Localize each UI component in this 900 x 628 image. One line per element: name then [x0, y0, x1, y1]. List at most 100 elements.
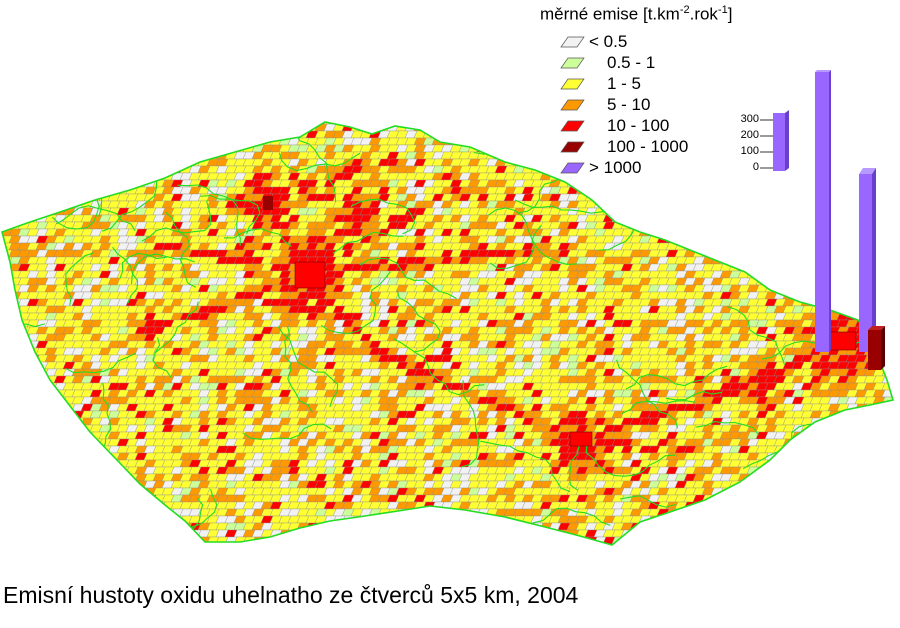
grid-cell	[827, 431, 841, 440]
grid-cell	[845, 256, 859, 265]
grid-cell	[224, 122, 238, 125]
grid-cell	[17, 200, 31, 209]
grid-cell	[656, 207, 670, 216]
grid-cell	[35, 130, 49, 139]
grid-cell	[71, 179, 85, 188]
grid-cell	[764, 256, 778, 265]
grid-cell	[476, 130, 490, 139]
grid-cell	[701, 207, 715, 216]
grid-cell	[701, 123, 715, 132]
grid-cell	[728, 207, 742, 216]
grid-cell	[791, 256, 805, 265]
grid-cell	[800, 214, 814, 223]
grid-cell	[710, 221, 724, 230]
grid-cell	[189, 110, 201, 117]
grid-cell	[26, 123, 40, 132]
grid-cell	[179, 130, 193, 139]
grid-cell	[845, 214, 859, 223]
grid-cell	[107, 165, 121, 174]
grid-cell	[746, 214, 760, 223]
grid-cell	[755, 228, 769, 237]
grid-cell	[26, 122, 40, 125]
grid-cell	[530, 122, 544, 125]
grid-cell	[638, 207, 652, 216]
grid-cell	[414, 110, 426, 117]
grid-cell	[2, 396, 13, 405]
grid-cell	[17, 179, 31, 188]
grid-cell	[90, 110, 102, 117]
grid-cell	[836, 270, 850, 279]
grid-cell	[2, 291, 13, 300]
grid-cell	[17, 130, 31, 139]
grid-cell	[890, 312, 893, 321]
grid-cell	[17, 361, 31, 370]
grid-cell	[836, 305, 850, 314]
grid-cell	[2, 158, 13, 167]
grid-cell	[782, 172, 796, 181]
grid-cell	[494, 130, 508, 139]
grid-cell	[270, 110, 282, 117]
grid-cell	[701, 221, 715, 230]
grid-cell	[143, 151, 157, 160]
grid-cell	[116, 158, 130, 167]
grid-cell	[890, 256, 893, 265]
grid-cell	[198, 110, 210, 117]
grid-cell	[17, 382, 31, 391]
grid-cell	[881, 221, 893, 230]
grid-cell	[81, 110, 93, 117]
grid-cell	[548, 137, 562, 146]
grid-cell	[279, 110, 291, 117]
grid-cell	[485, 137, 499, 146]
grid-cell	[233, 130, 247, 139]
grid-cell	[2, 424, 13, 433]
grid-cell	[683, 221, 697, 230]
grid-cell	[890, 277, 893, 286]
grid-cell	[809, 445, 823, 454]
grid-cell	[215, 137, 229, 146]
grid-cell	[8, 333, 22, 342]
grid-cell	[719, 158, 733, 167]
grid-cell	[548, 123, 562, 132]
grid-cell	[71, 424, 85, 433]
grid-cell	[2, 354, 13, 363]
grid-cell	[35, 375, 49, 384]
grid-cell	[656, 165, 670, 174]
grid-cell	[710, 137, 724, 146]
grid-cell	[728, 249, 742, 258]
grid-cell	[746, 207, 760, 216]
grid-cell	[890, 165, 893, 174]
grid-cell	[125, 122, 139, 125]
grid-cell	[791, 193, 805, 202]
grid-cell	[26, 424, 40, 433]
grid-cell	[782, 221, 796, 230]
grid-cell	[836, 438, 850, 447]
grid-cell	[557, 130, 571, 139]
grid-cell	[836, 249, 850, 258]
grid-cell	[881, 249, 893, 258]
grid-cell	[377, 122, 391, 125]
grid-cell	[53, 158, 67, 167]
grid-cell	[152, 123, 166, 132]
grid-cell	[728, 179, 742, 188]
grid-cell	[863, 438, 877, 447]
grid-cell	[800, 284, 814, 293]
grid-cell	[746, 221, 760, 230]
grid-cell	[701, 158, 715, 167]
grid-cell	[107, 123, 121, 132]
grid-cell	[2, 312, 13, 321]
grid-cell	[341, 122, 355, 125]
grid-cell	[710, 186, 724, 195]
grid-cell	[2, 130, 13, 139]
grid-cell	[242, 122, 256, 125]
grid-cell	[80, 130, 94, 139]
grid-cell	[683, 179, 697, 188]
grid-cell	[845, 263, 859, 272]
grid-cell	[197, 130, 211, 139]
grid-cell	[584, 123, 598, 132]
grid-cell	[719, 242, 733, 251]
grid-cell	[62, 417, 76, 426]
grid-cell	[719, 249, 733, 258]
grid-cell	[800, 270, 814, 279]
grid-cell	[512, 137, 526, 146]
grid-cell	[620, 207, 634, 216]
